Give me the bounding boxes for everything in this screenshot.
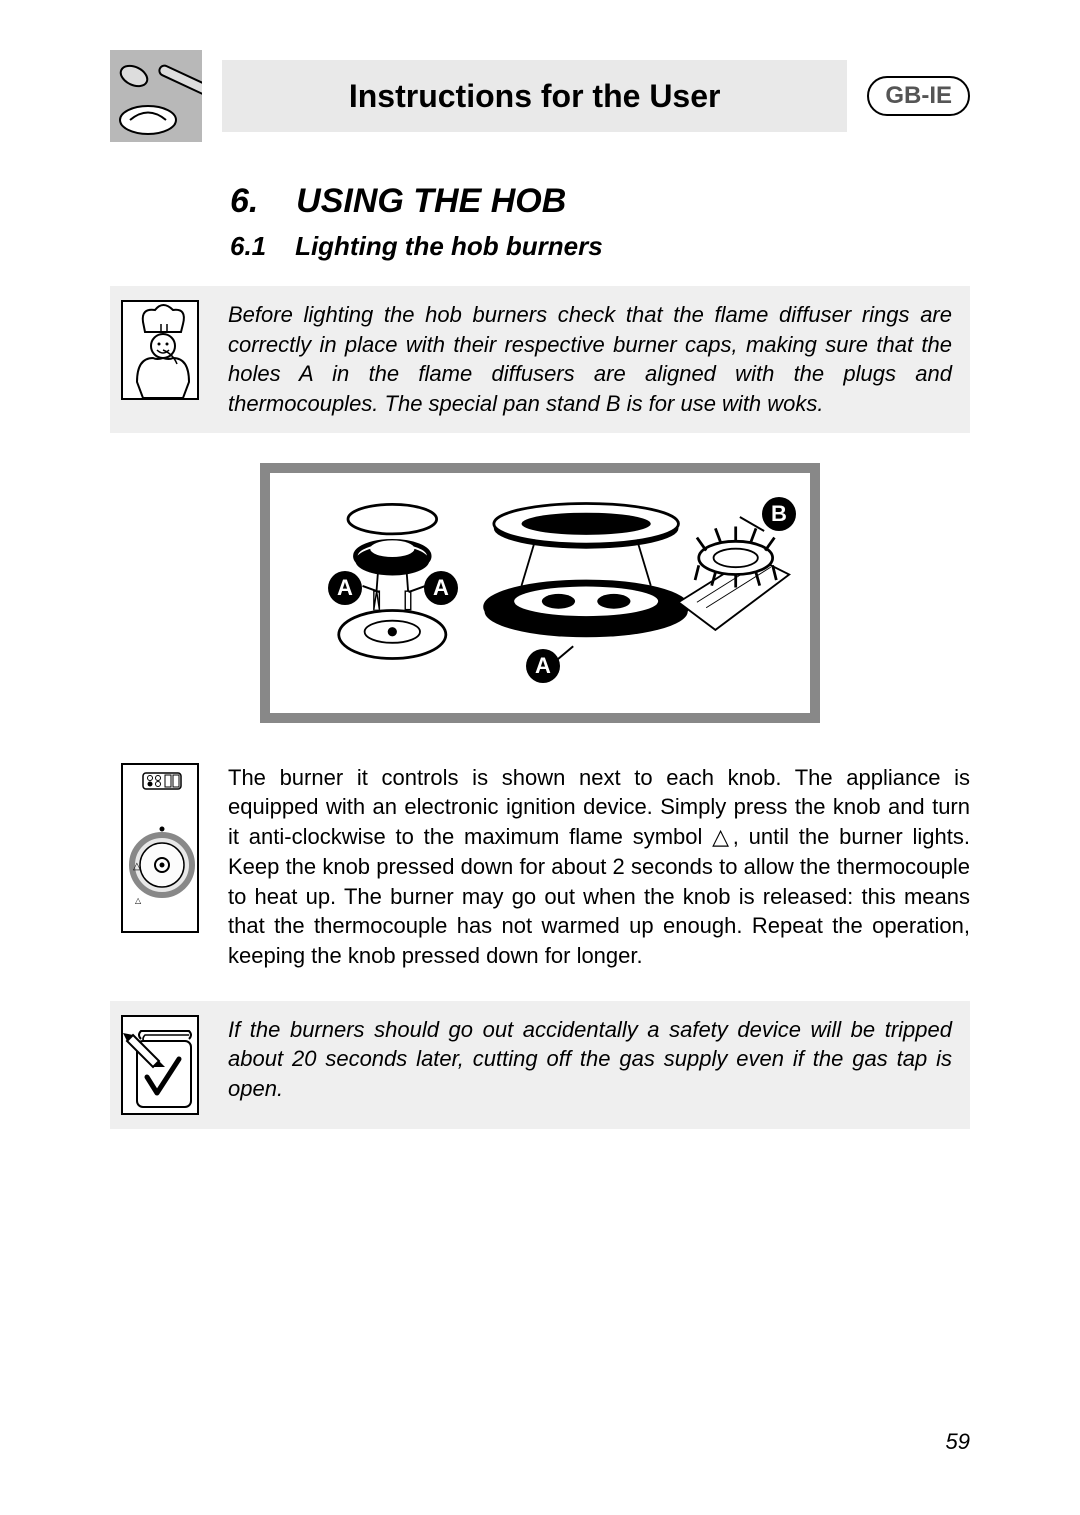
page-number: 59	[110, 1429, 970, 1455]
chef-icon	[121, 300, 199, 400]
header-title: Instructions for the User	[349, 78, 721, 115]
svg-text:△: △	[133, 861, 141, 872]
knob-text: The burner it controls is shown next to …	[228, 763, 970, 971]
diagram-label-b: B	[762, 497, 796, 531]
knob-icon: △ △	[121, 763, 199, 933]
knob-block: △ △ The burner it controls is shown next…	[110, 763, 970, 971]
burner-diagram: A A A B	[260, 463, 820, 723]
burner-diagram-wrap: A A A B	[110, 463, 970, 723]
chef-note-text: Before lighting the hob burners check th…	[228, 300, 952, 419]
header-title-bar: Instructions for the User	[222, 60, 847, 132]
subsection-name: Lighting the hob burners	[295, 231, 603, 261]
safety-text: If the burners should go out accidentall…	[228, 1015, 952, 1115]
chef-icon-col	[110, 300, 210, 419]
diagram-label-a3: A	[526, 649, 560, 683]
header-row: Instructions for the User GB-IE	[110, 50, 970, 142]
region-badge: GB-IE	[867, 76, 970, 116]
diagram-label-a2: A	[424, 571, 458, 605]
subsection-title: 6.1 Lighting the hob burners	[230, 231, 970, 262]
note-pencil-icon	[121, 1015, 199, 1115]
subsection-number: 6.1	[230, 231, 266, 261]
knob-icon-col: △ △	[110, 763, 210, 971]
spoon-chef-hat-icon	[110, 50, 202, 142]
section-name: USING THE HOB	[296, 182, 566, 220]
diagram-label-a1: A	[328, 571, 362, 605]
section-number: 6.	[230, 182, 258, 220]
svg-text:△: △	[135, 896, 142, 905]
safety-icon-col	[110, 1015, 210, 1115]
section-title: 6. USING THE HOB	[230, 182, 970, 221]
safety-block: If the burners should go out accidentall…	[110, 1001, 970, 1129]
chef-note-block: Before lighting the hob burners check th…	[110, 286, 970, 433]
